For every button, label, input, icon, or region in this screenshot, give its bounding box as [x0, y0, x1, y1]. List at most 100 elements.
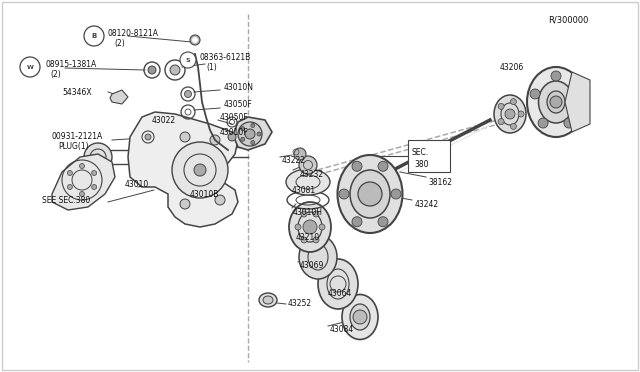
Text: 43222: 43222 — [282, 155, 306, 164]
Circle shape — [358, 182, 382, 206]
Ellipse shape — [318, 259, 358, 309]
Circle shape — [194, 164, 206, 176]
Circle shape — [180, 132, 190, 142]
Circle shape — [257, 132, 261, 136]
Ellipse shape — [527, 67, 585, 137]
Circle shape — [510, 124, 516, 129]
Text: 43050F: 43050F — [220, 112, 249, 122]
Text: 43252: 43252 — [288, 299, 312, 308]
Circle shape — [180, 52, 196, 68]
Text: 43210: 43210 — [296, 232, 320, 241]
Circle shape — [20, 57, 40, 77]
Text: S: S — [186, 58, 190, 62]
Circle shape — [564, 118, 574, 128]
Text: (2): (2) — [50, 70, 61, 78]
Circle shape — [538, 118, 548, 128]
Circle shape — [353, 310, 367, 324]
Circle shape — [378, 161, 388, 171]
Circle shape — [572, 89, 582, 99]
Circle shape — [67, 170, 72, 176]
Circle shape — [352, 161, 362, 171]
Text: B: B — [92, 33, 97, 39]
Ellipse shape — [299, 235, 337, 279]
Circle shape — [172, 142, 228, 198]
Circle shape — [378, 217, 388, 227]
Circle shape — [505, 109, 515, 119]
Text: W: W — [27, 64, 33, 70]
Circle shape — [190, 35, 200, 45]
Circle shape — [301, 211, 307, 217]
Polygon shape — [110, 90, 128, 104]
Circle shape — [92, 170, 97, 176]
Text: (2): (2) — [114, 38, 125, 48]
Polygon shape — [52, 154, 115, 210]
Circle shape — [92, 185, 97, 189]
Bar — [408, 140, 450, 172]
Circle shape — [313, 211, 319, 217]
Text: 54346X: 54346X — [62, 87, 92, 96]
Text: 08120-8121A: 08120-8121A — [108, 29, 159, 38]
Text: 43064: 43064 — [328, 289, 353, 298]
Text: 43069: 43069 — [300, 260, 324, 269]
Circle shape — [301, 237, 307, 243]
Text: 43010F: 43010F — [220, 128, 248, 137]
Text: 38162: 38162 — [428, 177, 452, 186]
Text: 43084: 43084 — [330, 326, 355, 334]
Ellipse shape — [337, 155, 403, 233]
Ellipse shape — [350, 170, 390, 218]
Circle shape — [84, 26, 104, 46]
Circle shape — [498, 103, 504, 109]
Circle shape — [299, 156, 317, 174]
Text: (1): (1) — [206, 62, 217, 71]
Circle shape — [251, 124, 255, 128]
Text: 43050F: 43050F — [224, 99, 253, 109]
Ellipse shape — [494, 95, 526, 133]
Ellipse shape — [263, 296, 273, 304]
Circle shape — [530, 89, 540, 99]
Circle shape — [245, 129, 255, 139]
Circle shape — [193, 38, 198, 42]
Circle shape — [241, 137, 244, 141]
Circle shape — [238, 122, 262, 146]
Ellipse shape — [342, 295, 378, 340]
Text: 43010: 43010 — [125, 180, 149, 189]
Circle shape — [319, 224, 325, 230]
Circle shape — [352, 217, 362, 227]
Polygon shape — [128, 112, 238, 227]
Circle shape — [303, 220, 317, 234]
Text: 43010N: 43010N — [224, 83, 254, 92]
Circle shape — [391, 189, 401, 199]
Text: 43232: 43232 — [300, 170, 324, 179]
Circle shape — [251, 141, 255, 145]
Text: 43242: 43242 — [415, 199, 439, 208]
Circle shape — [79, 164, 84, 169]
Circle shape — [84, 143, 112, 171]
Circle shape — [518, 111, 524, 117]
Circle shape — [67, 185, 72, 189]
Circle shape — [215, 195, 225, 205]
Text: 00931-2121A: 00931-2121A — [52, 131, 103, 141]
Text: 08915-1381A: 08915-1381A — [45, 60, 96, 68]
Ellipse shape — [259, 293, 277, 307]
Circle shape — [295, 224, 301, 230]
Circle shape — [170, 65, 180, 75]
Circle shape — [228, 133, 236, 141]
Circle shape — [241, 127, 244, 131]
Ellipse shape — [286, 169, 330, 195]
Text: 43022: 43022 — [152, 115, 176, 125]
Text: 43081: 43081 — [292, 186, 316, 195]
Ellipse shape — [289, 202, 331, 252]
Text: SEC.: SEC. — [412, 148, 429, 157]
Polygon shape — [565, 72, 590, 132]
Circle shape — [339, 189, 349, 199]
Text: 08363-6121B: 08363-6121B — [200, 52, 252, 61]
Text: 43010B: 43010B — [190, 189, 220, 199]
Circle shape — [148, 66, 156, 74]
Text: 43206: 43206 — [500, 62, 524, 71]
Circle shape — [294, 148, 306, 160]
Text: PLUG(1): PLUG(1) — [58, 141, 88, 151]
Circle shape — [498, 119, 504, 125]
Circle shape — [180, 199, 190, 209]
Ellipse shape — [538, 81, 573, 123]
Circle shape — [313, 237, 319, 243]
